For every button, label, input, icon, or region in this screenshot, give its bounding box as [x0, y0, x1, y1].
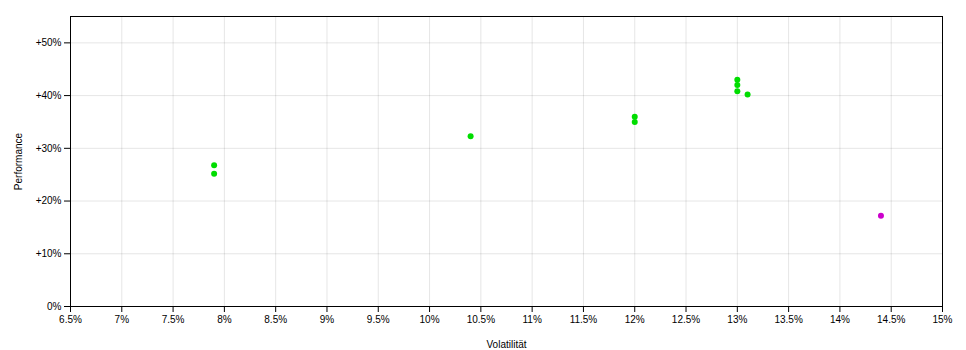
svg-text:10.5%: 10.5% [467, 314, 495, 325]
svg-text:10%: 10% [420, 314, 440, 325]
svg-text:7.5%: 7.5% [162, 314, 185, 325]
svg-text:6.5%: 6.5% [59, 314, 82, 325]
svg-text:+40%: +40% [36, 90, 62, 101]
svg-text:8%: 8% [217, 314, 232, 325]
svg-text:14.5%: 14.5% [877, 314, 905, 325]
svg-text:14%: 14% [830, 314, 850, 325]
svg-text:7%: 7% [115, 314, 130, 325]
svg-text:+20%: +20% [36, 195, 62, 206]
svg-text:15%: 15% [932, 314, 952, 325]
svg-text:9%: 9% [320, 314, 335, 325]
svg-text:Performance: Performance [13, 132, 24, 190]
svg-text:8.5%: 8.5% [264, 314, 287, 325]
svg-text:+30%: +30% [36, 143, 62, 154]
svg-text:13.5%: 13.5% [774, 314, 802, 325]
svg-text:12.5%: 12.5% [672, 314, 700, 325]
svg-text:9.5%: 9.5% [367, 314, 390, 325]
svg-text:+50%: +50% [36, 37, 62, 48]
svg-text:12%: 12% [625, 314, 645, 325]
svg-text:+10%: +10% [36, 248, 62, 259]
svg-text:Volatilität: Volatilität [486, 339, 526, 350]
svg-text:11.5%: 11.5% [570, 314, 598, 325]
svg-text:13%: 13% [727, 314, 747, 325]
svg-text:0%: 0% [47, 301, 62, 312]
svg-text:11%: 11% [523, 314, 542, 325]
